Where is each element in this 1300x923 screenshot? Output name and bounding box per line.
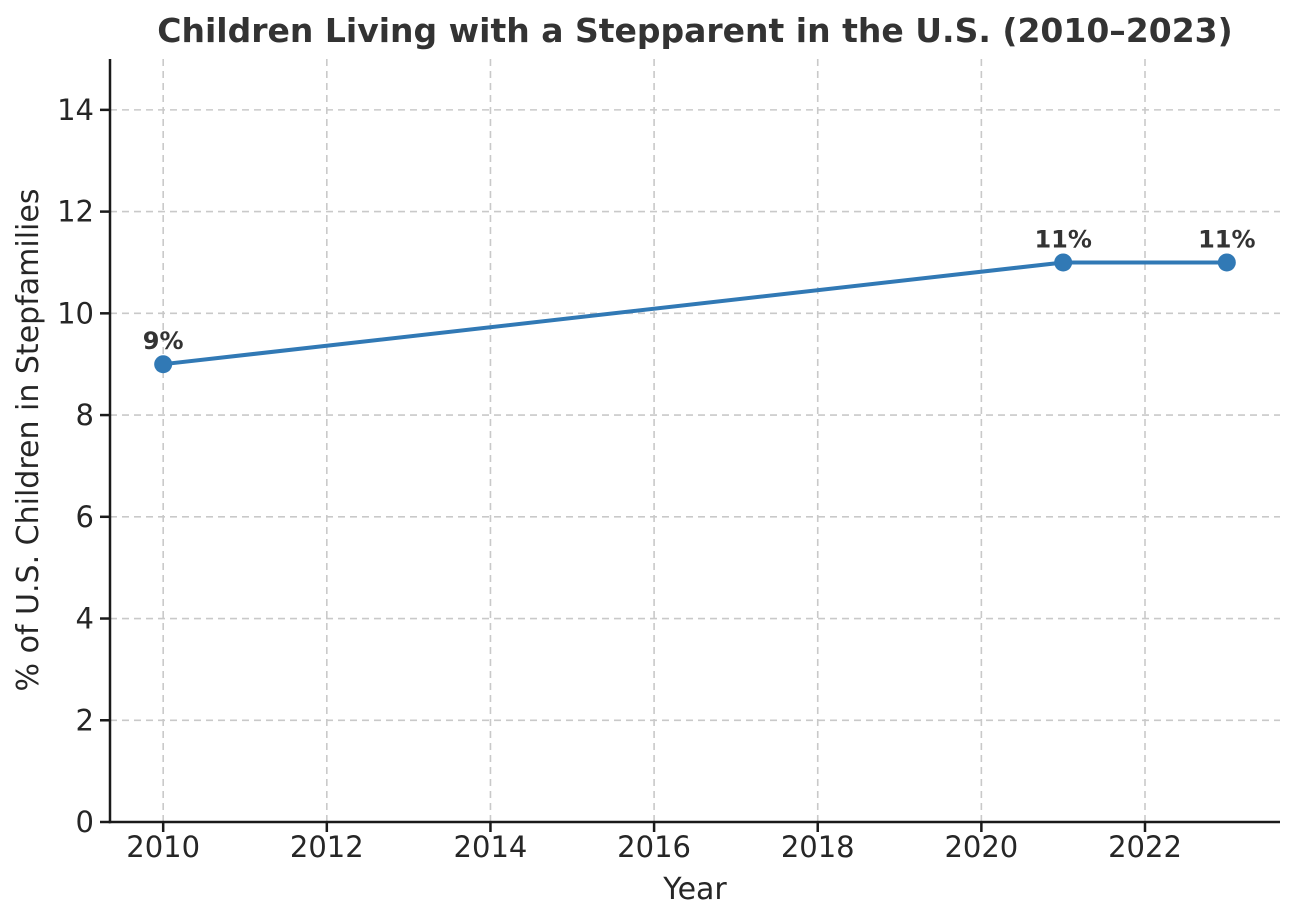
x-axis-label: Year — [662, 872, 727, 907]
x-tick-label-2022: 2022 — [1108, 830, 1182, 864]
text-layer: Children Living with a Stepparent in the… — [11, 11, 1233, 907]
x-tick-label-2018: 2018 — [781, 830, 855, 864]
data-line — [161, 260, 1229, 367]
data-point-2021 — [1054, 253, 1073, 272]
y-axis-label: % of U.S. Children in Stepfamilies — [11, 189, 46, 692]
y-tick-label-4: 4 — [76, 602, 94, 636]
y-tick-label-0: 0 — [76, 805, 94, 839]
y-tick-label-10: 10 — [57, 296, 94, 330]
x-tick-label-2012: 2012 — [290, 830, 364, 864]
x-tick-label-2016: 2016 — [617, 830, 691, 864]
data-point-2023 — [1217, 253, 1236, 272]
data-layer: 9% 11% 11% — [143, 225, 1256, 374]
point-annotation-2023: 11% — [1198, 225, 1255, 253]
y-tick-label-8: 8 — [76, 398, 94, 432]
axis-layer: 2010 2012 2014 2016 2018 2020 2022 0 2 4 6 8 10 12 14 — [57, 59, 1280, 864]
point-annotation-2010: 9% — [143, 327, 184, 355]
x-tick-label-2020: 2020 — [944, 830, 1018, 864]
x-tick-label-2014: 2014 — [454, 830, 528, 864]
grid-layer — [110, 59, 1280, 823]
y-tick-label-2: 2 — [76, 703, 94, 737]
x-tick-label-2010: 2010 — [126, 830, 200, 864]
point-annotation-2021: 11% — [1034, 225, 1091, 253]
y-tick-label-6: 6 — [76, 500, 94, 534]
data-point-2010 — [154, 355, 173, 374]
y-tick-label-12: 12 — [57, 195, 94, 229]
y-tick-label-14: 14 — [57, 93, 94, 127]
chart-title: Children Living with a Stepparent in the… — [157, 11, 1232, 50]
